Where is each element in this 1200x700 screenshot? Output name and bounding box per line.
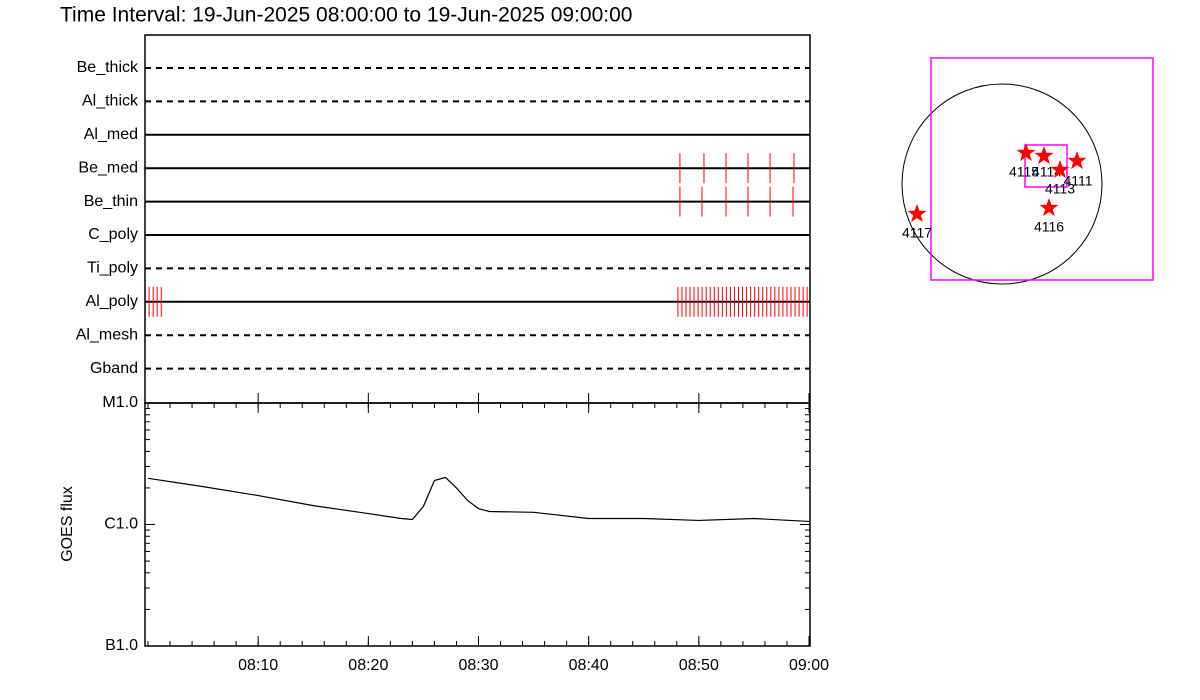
x-tick-label: 08:20 bbox=[348, 657, 388, 674]
y-tick-label: B1.0 bbox=[105, 637, 138, 654]
ar-label: 4117 bbox=[902, 225, 932, 241]
y-tick-label: M1.0 bbox=[102, 394, 138, 411]
ar-marker bbox=[1050, 160, 1070, 179]
ar-marker bbox=[1034, 146, 1054, 165]
ar-label: 4113 bbox=[1045, 181, 1075, 197]
row-label: Al_mesh bbox=[76, 326, 138, 343]
ar-label: 4115 bbox=[1009, 164, 1039, 180]
solar-disk bbox=[901, 83, 1103, 285]
x-tick-label: 08:50 bbox=[679, 657, 719, 674]
row-label: Be_thin bbox=[84, 193, 138, 210]
x-tick-label: 09:00 bbox=[789, 657, 829, 674]
fov-box-small bbox=[1024, 144, 1068, 188]
ar-label: 4111 bbox=[1063, 173, 1092, 189]
fov-box bbox=[930, 57, 1154, 281]
row-label: Ti_poly bbox=[87, 260, 138, 277]
row-label: C_poly bbox=[88, 226, 138, 243]
row-label: Gband bbox=[90, 360, 138, 377]
goes-frame bbox=[144, 402, 811, 647]
goes-curve bbox=[147, 476, 810, 523]
row-label: Al_thick bbox=[82, 93, 139, 110]
row-label: Be_med bbox=[78, 159, 138, 176]
row-label: Al_med bbox=[84, 126, 138, 143]
x-tick-label: 08:10 bbox=[238, 657, 278, 674]
x-tick-label: 08:40 bbox=[569, 657, 609, 674]
y-tick-label: C1.0 bbox=[104, 516, 138, 533]
chart-title: Time Interval: 19-Jun-2025 08:00:00 to 1… bbox=[60, 4, 632, 27]
row-label: Be_thick bbox=[77, 59, 139, 76]
ar-marker bbox=[907, 204, 927, 223]
ar-label: 4116 bbox=[1034, 219, 1064, 235]
ar-marker bbox=[1039, 198, 1059, 217]
ar-marker bbox=[1067, 151, 1087, 170]
y-axis-label: GOES flux bbox=[59, 486, 76, 562]
timeline-frame bbox=[144, 34, 811, 404]
x-tick-label: 08:30 bbox=[458, 657, 498, 674]
row-label: Al_poly bbox=[86, 293, 138, 310]
ar-marker bbox=[1016, 143, 1036, 162]
